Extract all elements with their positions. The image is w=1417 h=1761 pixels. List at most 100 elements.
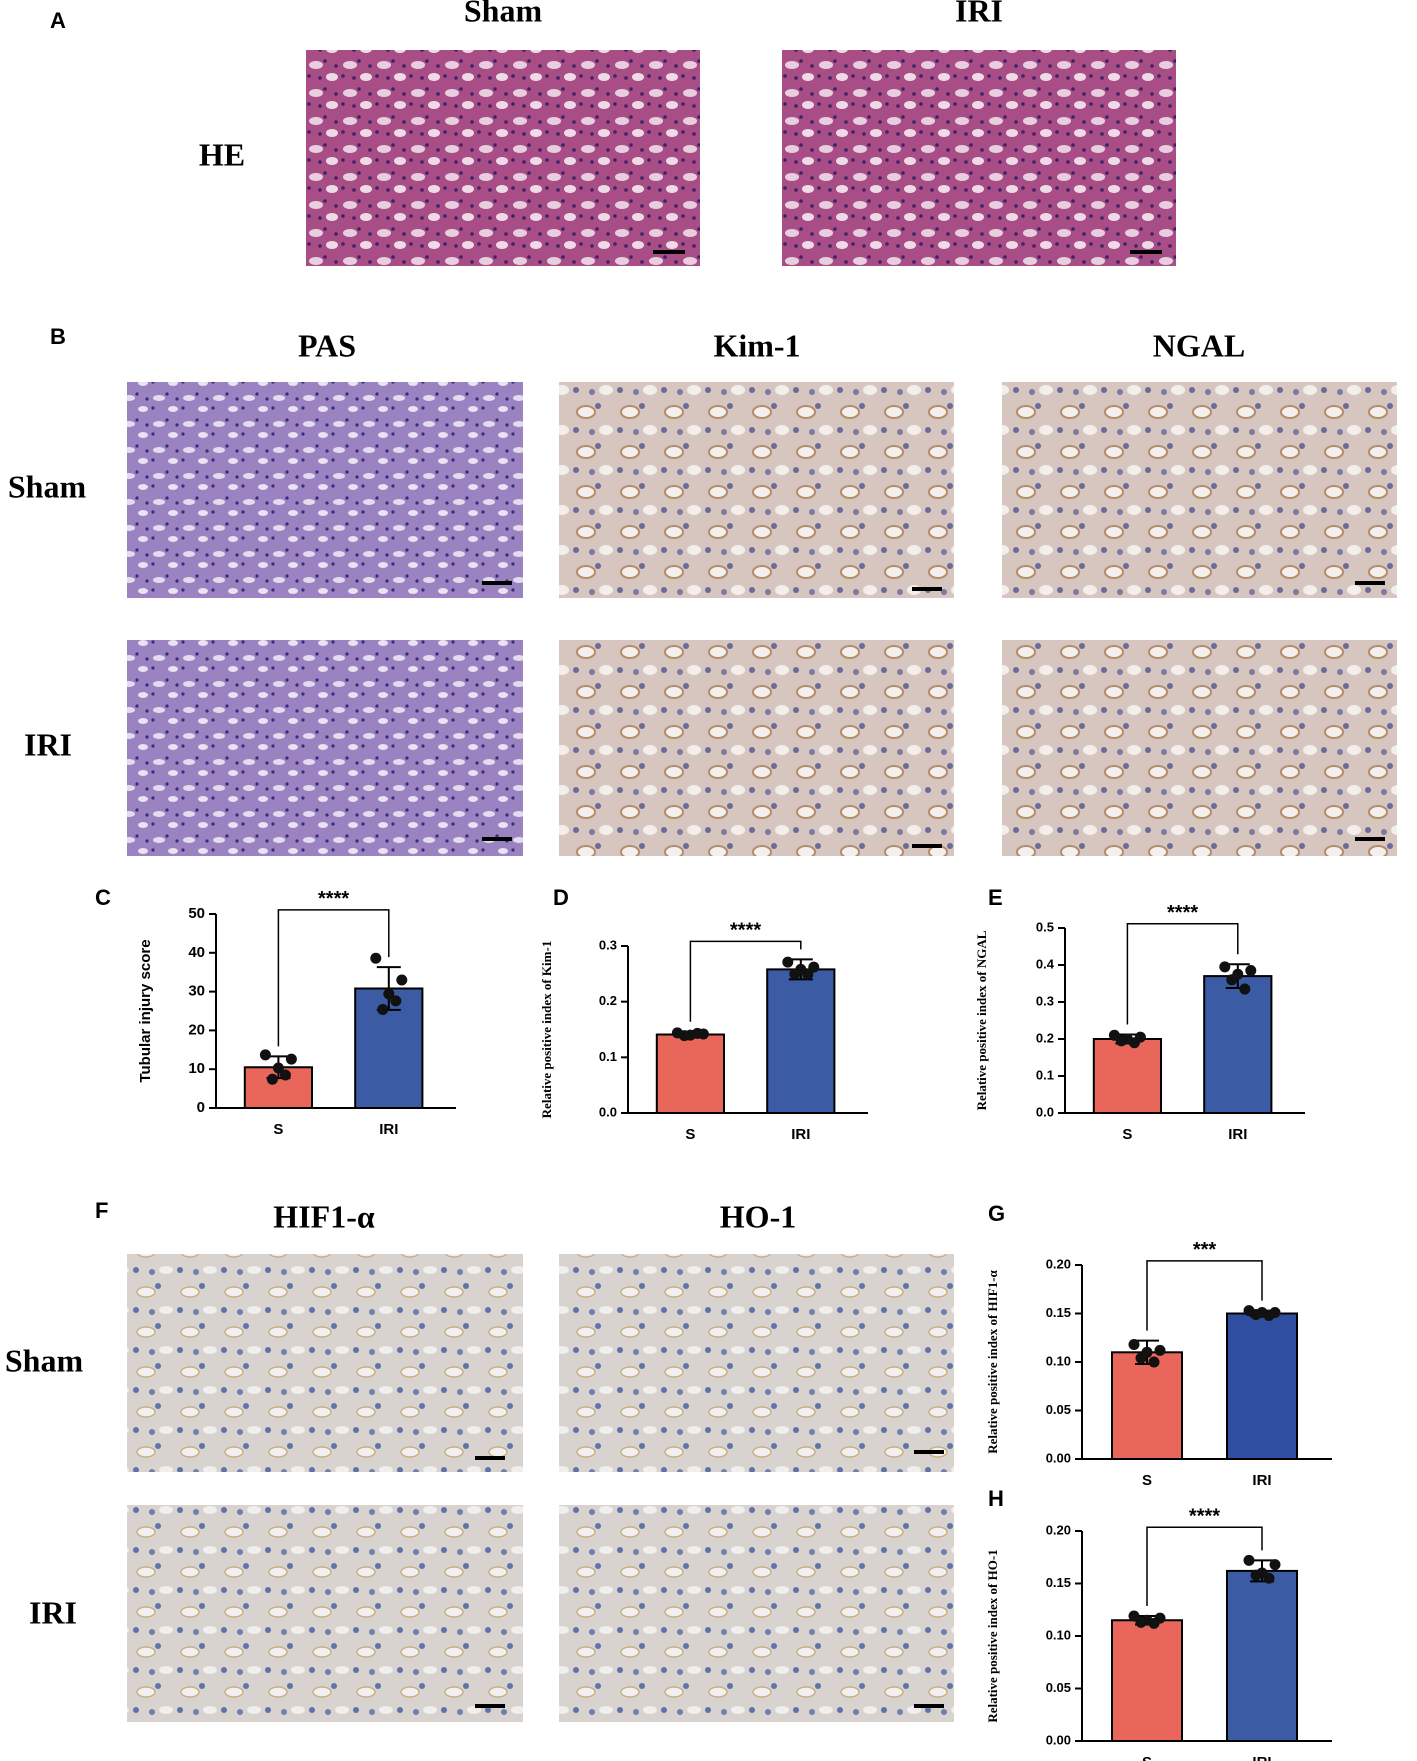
data-point (1263, 1309, 1275, 1321)
data-point (808, 961, 820, 973)
significance-bracket (277, 909, 390, 1047)
y-tick-label: 0.4 (1036, 956, 1055, 971)
row-label: HE (199, 136, 245, 172)
y-tick-label: 0 (197, 1099, 205, 1116)
bar-chart: G Relative positive index of HIF1-α 0.00 0.… (985, 1201, 1332, 1489)
significance-bracket (689, 940, 802, 1022)
data-point (266, 1073, 278, 1085)
data-point (1154, 1344, 1166, 1356)
x-tick-label: IRI (791, 1126, 810, 1143)
data-point (390, 995, 402, 1007)
bar (766, 968, 836, 1114)
x-tick-label: IRI (379, 1121, 398, 1138)
micrograph (559, 640, 954, 856)
y-tick-label: 0.10 (1046, 1353, 1071, 1368)
data-point (691, 1027, 703, 1039)
panel-letter: A (50, 8, 66, 33)
data-point (1135, 1616, 1147, 1628)
row-label: Sham (8, 468, 87, 504)
data-point (279, 1069, 291, 1081)
y-tick-label: 0.20 (1046, 1522, 1071, 1537)
micrograph (306, 50, 700, 266)
data-point (789, 968, 801, 980)
data-point (370, 952, 382, 964)
panel-letter: D (553, 885, 569, 910)
micrograph (127, 1505, 523, 1722)
data-point (1226, 974, 1238, 986)
significance-label: **** (1167, 902, 1198, 924)
x-tick-label: IRI (1228, 1126, 1247, 1143)
column-label: PAS (298, 327, 356, 363)
significance-bracket (1126, 922, 1239, 1025)
x-tick-label: IRI (1252, 1754, 1271, 1761)
data-point (259, 1049, 271, 1061)
data-point (1269, 1559, 1281, 1571)
x-tick-label: S (1142, 1754, 1152, 1761)
bar (1203, 975, 1273, 1114)
data-point (802, 968, 814, 980)
micrograph (782, 50, 1176, 266)
y-tick-label: 0.20 (1046, 1256, 1071, 1271)
micrograph (559, 1254, 954, 1472)
y-tick-label: 0.3 (599, 937, 617, 952)
image-labels: Sham IRI HE PAS Kim-1 NGAL Sham IRI HIF1… (5, 0, 1245, 1630)
panel-letter: B (50, 324, 66, 349)
y-tick-label: 0.00 (1046, 1450, 1071, 1465)
micrograph (1002, 382, 1397, 598)
row-label: IRI (24, 726, 72, 762)
y-axis-label: Tubular injury score (137, 939, 154, 1082)
bar (1092, 1038, 1163, 1114)
data-point (1128, 1610, 1140, 1622)
column-label: HO-1 (720, 1198, 796, 1234)
y-tick-label: 0.0 (599, 1104, 617, 1119)
y-tick-label: 0.00 (1046, 1732, 1071, 1747)
significance-bracket (1146, 1526, 1263, 1607)
bar (1111, 1619, 1183, 1742)
data-point (1148, 1356, 1160, 1368)
micrograph (127, 640, 523, 856)
panel-letter: E (988, 885, 1003, 910)
panel-letter: G (988, 1201, 1005, 1226)
significance-bracket (1146, 1260, 1263, 1331)
significance-label: **** (730, 920, 761, 942)
micrograph (127, 382, 523, 598)
data-point (1128, 1339, 1140, 1351)
data-point (383, 988, 395, 1000)
column-label: NGAL (1153, 327, 1245, 363)
column-label: HIF1-α (273, 1198, 375, 1234)
y-tick-label: 0.15 (1046, 1305, 1071, 1320)
y-tick-label: 0.15 (1046, 1575, 1071, 1590)
row-label: IRI (29, 1594, 77, 1630)
bar-chart: E Relative positive index of NGAL 0.0 0.1 0.… (974, 885, 1305, 1143)
y-tick-label: 0.0 (1036, 1104, 1054, 1119)
data-point (1250, 1308, 1262, 1320)
y-tick-label: 0.05 (1046, 1402, 1071, 1417)
data-point (1239, 983, 1251, 995)
data-point (1115, 1035, 1127, 1047)
y-axis-label: Relative positive index of HIF1-α (985, 1270, 1000, 1454)
data-point (396, 974, 408, 986)
data-point (1245, 965, 1257, 977)
micrographs (127, 50, 1397, 1722)
y-tick-label: 50 (188, 905, 205, 922)
x-tick-label: S (1122, 1126, 1132, 1143)
y-tick-label: 40 (188, 944, 205, 961)
panel-letter: H (988, 1486, 1004, 1511)
data-point (1135, 1352, 1147, 1364)
x-tick-label: S (685, 1126, 695, 1143)
micrograph (559, 1505, 954, 1722)
column-label: Kim-1 (713, 327, 800, 363)
panel-letter: F (95, 1198, 108, 1223)
data-point (285, 1053, 297, 1065)
y-tick-label: 0.1 (1036, 1067, 1054, 1082)
data-point (377, 1003, 389, 1015)
data-point (1250, 1569, 1262, 1581)
y-axis-label: Relative positive index of Kim-1 (539, 941, 554, 1119)
data-point (678, 1030, 690, 1042)
x-tick-label: S (273, 1121, 283, 1138)
data-point (272, 1062, 284, 1074)
y-tick-label: 0.5 (1036, 919, 1054, 934)
y-tick-label: 30 (188, 983, 205, 1000)
data-point (1219, 961, 1231, 973)
